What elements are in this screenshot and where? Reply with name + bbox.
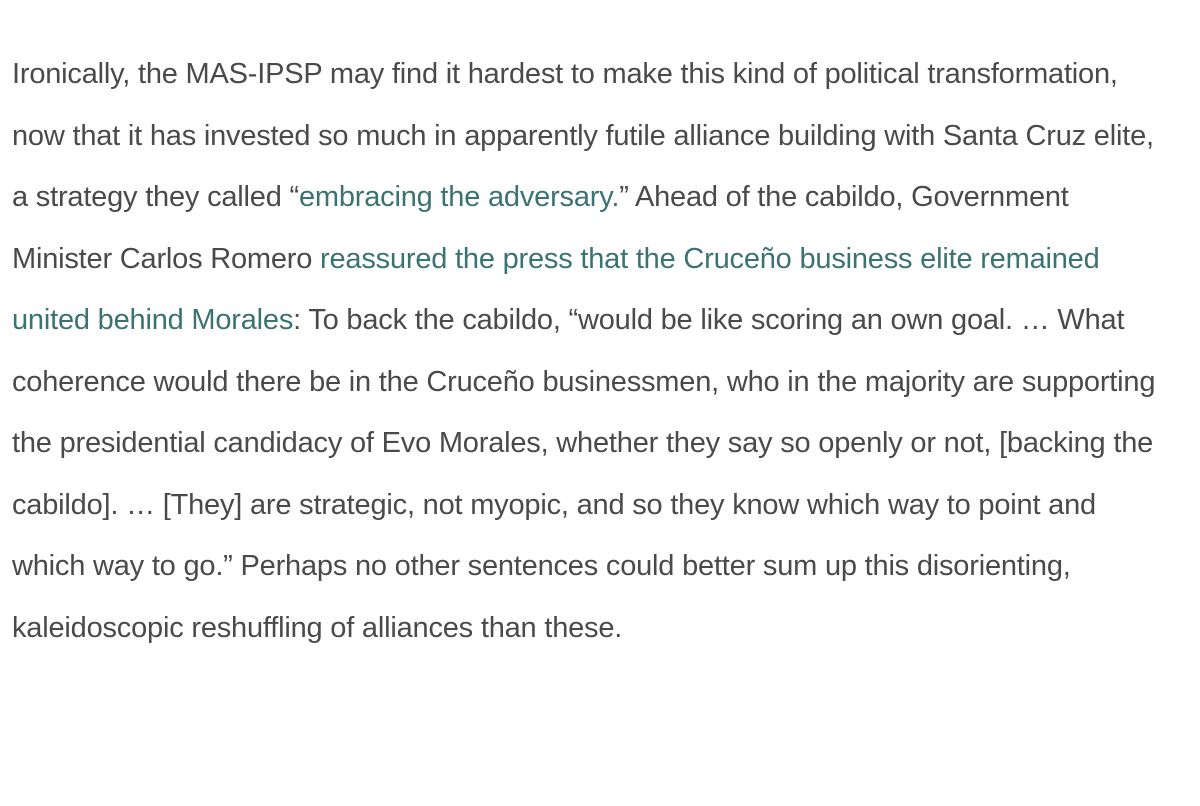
paragraph-text-3: : To back the cabildo, “would be like sc…	[12, 304, 1156, 644]
paragraph-text-2: ” Ahead of the cabildo, Government Minis…	[12, 181, 1069, 275]
embracing-the-adversary-link[interactable]: embracing the adversary.	[298, 181, 620, 213]
paragraph-text-1: Ironically, the MAS-IPSP may find it har…	[12, 58, 1154, 213]
article-paragraph: Ironically, the MAS-IPSP may find it har…	[12, 44, 1170, 659]
reassured-the-press-link[interactable]: reassured the press that the Cruceño bus…	[12, 242, 1100, 337]
